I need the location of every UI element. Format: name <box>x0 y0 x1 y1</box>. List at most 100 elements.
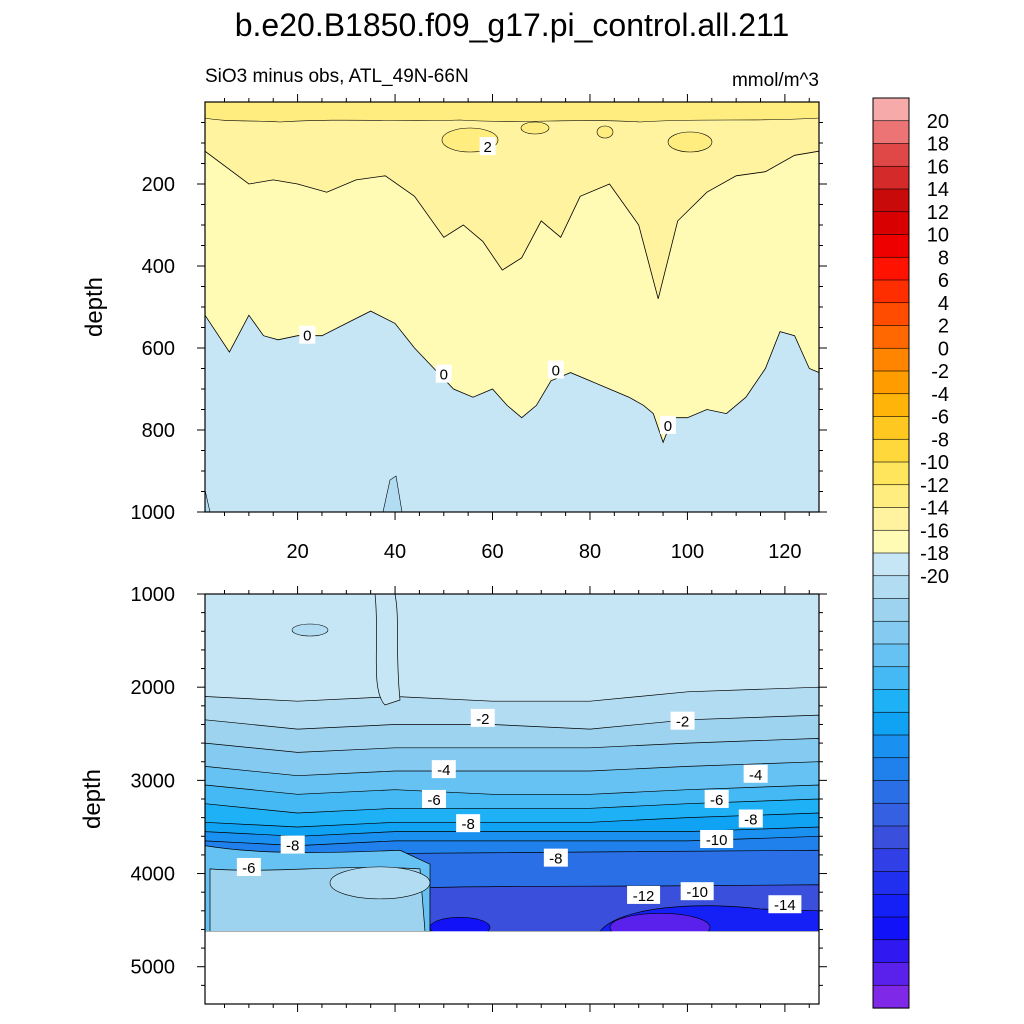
colorbar-label: 14 <box>927 179 949 201</box>
colorbar-swatch <box>872 666 910 691</box>
contour-label: -4 <box>437 762 450 779</box>
lower-y-tick-label: 3000 <box>131 770 176 792</box>
colorbar-swatch <box>872 234 910 258</box>
contour-label: -8 <box>286 838 299 855</box>
colorbar-swatch <box>872 939 910 964</box>
colorbar-swatch <box>872 188 910 213</box>
colorbar-label: 4 <box>938 293 949 315</box>
upper-y-tick-label: 200 <box>142 174 175 196</box>
contour-label-bg <box>422 789 447 808</box>
colorbar-swatch <box>872 143 910 167</box>
contour-label: -14 <box>774 897 796 914</box>
colorbar-label: 8 <box>938 247 949 269</box>
contour-label-bg <box>743 764 768 783</box>
colorbar-swatch <box>872 325 910 349</box>
contour-label: -12 <box>633 888 655 905</box>
subtitle-left: SiO3 minus obs, ATL_49N-66N <box>205 66 469 87</box>
colorbar-label: 0 <box>938 338 949 360</box>
colorbar-label: -10 <box>920 452 949 474</box>
contour-label: -6 <box>710 792 723 809</box>
upper-ylabel: depth <box>81 277 108 337</box>
colorbar-swatch <box>872 984 910 1009</box>
contour-label: -6 <box>242 860 255 877</box>
colorbar-label: -16 <box>920 520 949 542</box>
colorbar-label: 16 <box>927 156 949 178</box>
colorbar-label: -8 <box>931 429 949 451</box>
left-dome-core <box>329 866 431 900</box>
colorbar-swatch <box>872 211 910 236</box>
colorbar-swatch <box>872 370 910 395</box>
colorbar-swatch <box>872 962 910 986</box>
chart-title: b.e20.B1850.f09_g17.pi_control.all.211 <box>235 7 790 43</box>
colorbar-swatch <box>872 165 910 190</box>
colorbar-label: -12 <box>920 475 949 497</box>
contour-label-bg <box>738 809 763 828</box>
colorbar-label: 2 <box>938 316 949 338</box>
colorbar-swatch <box>872 916 910 941</box>
colorbar-swatch <box>872 825 910 850</box>
contour-label: 2 <box>483 139 491 156</box>
small-blob <box>291 623 329 637</box>
contour-label: -8 <box>461 816 474 833</box>
colorbar-swatch <box>872 416 910 440</box>
contour-label-bg <box>299 325 316 344</box>
light-intrusion <box>374 594 401 706</box>
colorbar-label: -14 <box>920 498 949 520</box>
colorbar-swatch <box>872 438 910 463</box>
colorbar-swatch <box>872 393 910 418</box>
colorbar-label: -2 <box>931 361 949 383</box>
contour-label-bg <box>456 814 481 833</box>
units-label: mmol/m^3 <box>732 70 819 91</box>
colorbar-label: -18 <box>920 543 949 565</box>
colorbar-swatch <box>872 780 910 804</box>
colorbar-swatch <box>872 871 910 895</box>
colorbar-swatch <box>872 484 910 509</box>
contour-label-bg <box>670 711 695 730</box>
colorbar-swatch <box>872 279 910 304</box>
no-data-area <box>205 931 819 1004</box>
upper-x-tick-label: 100 <box>671 541 704 563</box>
positive-blob <box>520 121 550 135</box>
upper-y-tick-label: 600 <box>142 338 175 360</box>
colorbar-label: -20 <box>920 566 949 588</box>
lower-panel: -2 -2 -4 -4 -6 -6 -8 -8 -8 -6 -10 -8 -12 -10 -14 1000 20… <box>131 584 827 1012</box>
colorbar-swatch <box>872 711 910 736</box>
upper-x-tick-label: 20 <box>286 541 308 563</box>
upper-x-tick-label: 80 <box>579 541 601 563</box>
colorbar-swatch <box>872 347 910 372</box>
colorbar-label: 18 <box>927 134 949 156</box>
upper-x-tick-label: 60 <box>481 541 503 563</box>
two-contour-region <box>205 102 819 299</box>
contour-label: -2 <box>676 714 689 731</box>
contour-label: 0 <box>664 418 672 435</box>
colorbar-frame <box>872 97 910 1009</box>
contour-label-bg <box>768 895 802 914</box>
contour-label-bg <box>479 137 496 156</box>
colorbar-swatch <box>872 620 910 645</box>
colorbar-label: 20 <box>927 111 949 133</box>
upper-y-tick-label: 800 <box>142 420 175 442</box>
contour-label: -2 <box>476 711 489 728</box>
lower-plot-area: -2 -2 -4 -4 -6 -6 -8 -8 -8 -6 -10 -8 -12 -10 -14 <box>205 594 819 942</box>
colorbar-swatch <box>872 802 910 827</box>
upper-y-tick-label: 400 <box>142 256 175 278</box>
contour-label-bg <box>627 885 661 904</box>
colorbar-swatch <box>872 643 910 668</box>
colorbar-swatch <box>872 575 910 600</box>
contour-label-bg <box>547 360 564 379</box>
upper-y-tick-label: 1000 <box>131 502 176 524</box>
colorbar-swatch <box>872 507 910 531</box>
colorbar-swatch <box>872 848 910 873</box>
contour-label: 0 <box>440 367 448 384</box>
contour-label: -10 <box>686 884 708 901</box>
contour-label: -6 <box>427 792 440 809</box>
lower-ylabel: depth <box>79 769 106 829</box>
positive-blob <box>596 125 614 139</box>
lower-y-tick-label: 4000 <box>131 864 176 886</box>
colorbar-swatch <box>872 757 910 782</box>
colorbar-swatch <box>872 598 910 622</box>
contour-label: 0 <box>303 328 311 345</box>
colorbar: 20181614121086420-2-4-6-8-10-12-14-16-18… <box>872 97 949 1009</box>
colorbar-swatch <box>872 552 910 577</box>
